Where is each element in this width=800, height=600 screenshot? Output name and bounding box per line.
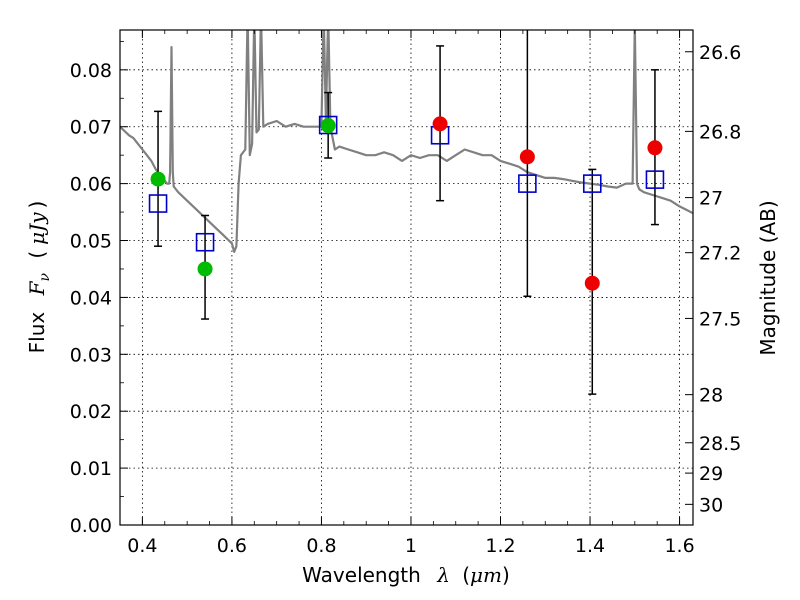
x-tick-label: 1.2 [485, 535, 515, 557]
observed-nir-point [584, 275, 600, 291]
observed-optical-point [150, 171, 166, 187]
observed-optical-point [197, 261, 213, 277]
model-photometry-square [195, 232, 215, 252]
observed-nir-point [432, 116, 448, 132]
y2-tick-label: 28 [699, 385, 723, 407]
x-axis-label: Wavelength λ (μm) [302, 563, 510, 587]
y-tick-label: 0.03 [70, 344, 112, 366]
y2-tick-label: 27 [699, 188, 723, 210]
observed-optical-point [320, 118, 336, 134]
model-photometry-square [518, 174, 537, 193]
model-photometry-square [645, 170, 665, 189]
y-tick-label: 0.06 [70, 174, 112, 196]
x-tick-label: 0.8 [306, 535, 336, 557]
y2-tick-label: 30 [699, 494, 723, 516]
y-tick-label: 0.01 [70, 458, 112, 480]
model-photometry-square [318, 115, 338, 135]
y2-tick-label: 27.2 [699, 243, 741, 265]
grid [120, 30, 693, 526]
model-spectrum-line [120, 30, 693, 253]
observed-nir-point [647, 140, 663, 156]
y2-tick-label: 28.5 [699, 433, 741, 455]
y2-axis-label: Magnitude (AB) [756, 200, 780, 355]
y2-tick-label: 26.8 [699, 121, 741, 143]
model-photometry-square [582, 174, 602, 193]
y-tick-label: 0.00 [70, 515, 112, 537]
ticks: 0.4 0.6 0.8 1 1.2 1.4 1.6 0.00 0.01 0.02 0.03 0.04 0… [70, 30, 741, 557]
y-tick-label: 0.04 [70, 287, 112, 309]
observed-nir-point [519, 149, 535, 165]
plot-frame [119, 29, 694, 526]
y-tick-label: 0.08 [70, 60, 112, 82]
x-tick-label: 1.6 [664, 535, 694, 557]
y-tick-label: 0.07 [70, 117, 112, 139]
x-tick-label: 0.4 [127, 535, 157, 557]
x-tick-label: 1.4 [575, 535, 605, 557]
data-layer [120, 30, 693, 395]
y-tick-label: 0.02 [70, 401, 112, 423]
y-axis-label: Flux Fν (μJy) [25, 201, 54, 354]
x-tick-label: 1 [405, 535, 417, 557]
y-tick-label: 0.05 [70, 231, 112, 253]
y2-tick-label: 29 [699, 463, 723, 485]
x-tick-label: 0.6 [217, 535, 247, 557]
y2-tick-label: 27.5 [699, 308, 741, 330]
y2-tick-label: 26.6 [699, 42, 741, 64]
model-photometry-square [148, 194, 168, 213]
